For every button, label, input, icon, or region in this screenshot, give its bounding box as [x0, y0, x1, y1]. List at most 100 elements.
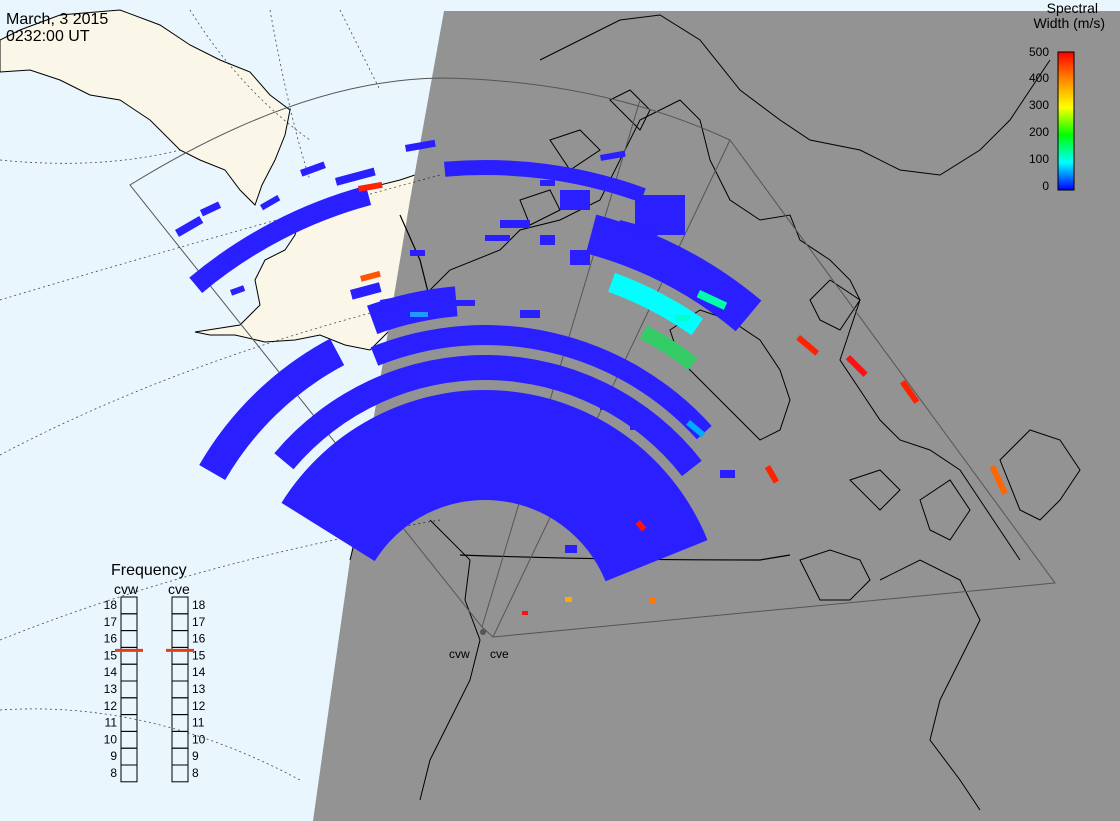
scatter-patch [405, 139, 436, 152]
scatter-patch-high [989, 465, 1008, 495]
frequency-radar-label-cvw: cvw [114, 581, 139, 597]
scatter-patch-high [650, 597, 656, 603]
scatter-patch [676, 409, 699, 427]
colorbar-tick: 200 [1029, 125, 1049, 139]
scatter-patch [540, 235, 555, 245]
scatter-patch [380, 430, 395, 440]
frequency-title: Frequency [111, 562, 187, 579]
radar-site-label-cvw: cvw [449, 647, 470, 661]
frequency-level-label: 9 [110, 749, 117, 763]
scatter-layer [175, 139, 1008, 615]
scatter-patch-high [358, 181, 383, 192]
scatter-patch [720, 470, 735, 478]
scatter-patch-high [522, 611, 528, 615]
scatter-patch [199, 201, 222, 217]
frequency-level-label: 9 [192, 749, 199, 763]
colorbar-tick: 0 [1042, 179, 1049, 193]
frequency-level-label: 11 [105, 716, 118, 730]
time-label: 0232:00 UT [6, 28, 90, 45]
scatter-band [189, 185, 372, 293]
scatter-patch [520, 310, 540, 318]
scatter-band [444, 160, 646, 203]
frequency-level-label: 15 [104, 648, 118, 662]
colorbar-tick: 400 [1029, 71, 1049, 85]
scatter-patch [350, 282, 382, 300]
scatter-patch [630, 420, 650, 430]
frequency-level-label: 8 [192, 766, 199, 780]
colorbar: Spectral Width (m/s) 500 400 300 200 100… [1029, 0, 1105, 193]
scatter-patch-high [764, 464, 779, 484]
scatter-band-high [639, 325, 698, 370]
scatter-patch [615, 480, 627, 492]
scatter-patch [300, 161, 326, 177]
colorbar-title-line2: Width (m/s) [1033, 15, 1105, 31]
scatter-patch [350, 395, 365, 403]
scatter-patch [590, 510, 615, 540]
frequency-cell [171, 764, 189, 783]
frequency-level-label: 11 [192, 716, 205, 730]
frequency-cell [120, 764, 138, 783]
scatter-patch-high [635, 520, 647, 532]
frequency-level-label: 17 [192, 615, 206, 629]
scatter-patch-high [845, 355, 868, 377]
frequency-level-label: 18 [104, 598, 118, 612]
colorbar-tick: 100 [1029, 152, 1049, 166]
scatter-band [274, 354, 702, 477]
scatter-patch [380, 296, 402, 308]
frequency-level-label: 13 [192, 682, 206, 696]
frequency-level-label: 16 [192, 632, 206, 646]
scatter-patch [175, 215, 204, 237]
frequency-level-label: 14 [192, 665, 206, 679]
scatter-patch-high [696, 290, 728, 310]
frequency-level-label: 10 [192, 732, 206, 746]
scatter-patch [500, 220, 530, 228]
colorbar-tick: 500 [1029, 45, 1049, 59]
night-region [313, 11, 1120, 821]
scatter-patch [560, 190, 590, 210]
frequency-level-label: 8 [110, 766, 117, 780]
date-label: March, 3 2015 [6, 11, 108, 28]
scatter-band [199, 338, 345, 480]
scatter-patch-high [796, 335, 820, 356]
frequency-level-label: 17 [104, 615, 118, 629]
scatter-patch [617, 220, 659, 239]
sunlit-land-siberia [0, 9, 291, 206]
scatter-patch [260, 195, 281, 211]
scatter-band [370, 325, 712, 440]
colorbar-tick: 300 [1029, 98, 1049, 112]
scatter-patch [570, 250, 590, 265]
scatter-patch [570, 380, 585, 388]
radar-site-marker [480, 629, 486, 635]
scatter-patch [335, 167, 376, 186]
frequency-level-label: 12 [192, 699, 206, 713]
radar-site-label-cve: cve [490, 647, 509, 661]
frequency-level-label: 16 [104, 632, 118, 646]
scatter-patch [600, 400, 620, 410]
frequency-panel: Frequency cvw cve 18 17 16 15 14 13 12 11 10 9 8 18… [104, 562, 206, 783]
scatter-patch-high [686, 419, 706, 438]
frequency-level-label: 18 [192, 598, 206, 612]
radar-sites: cvw cve [449, 629, 509, 661]
scatter-patch [230, 285, 246, 296]
scatter-patch [450, 300, 475, 306]
scatter-patch-high [565, 597, 572, 602]
scatter-patch [410, 250, 425, 256]
frequency-level-label: 10 [104, 732, 118, 746]
scatter-patch [220, 248, 237, 261]
scatter-patch [540, 180, 555, 186]
colorbar-gradient [1057, 51, 1075, 191]
frequency-level-label: 14 [104, 665, 118, 679]
frequency-level-label: 15 [192, 648, 206, 662]
scatter-patch [485, 235, 510, 241]
scatter-patch [600, 150, 626, 161]
colorbar-title-line1: Spectral [1047, 0, 1098, 16]
scatter-band [367, 286, 458, 334]
scatter-patch [440, 495, 450, 501]
scatter-patch-high [900, 380, 920, 404]
scatter-patch [565, 545, 577, 553]
frequency-level-label: 12 [104, 699, 118, 713]
scatter-patch-high [410, 312, 428, 317]
scatter-patch-high [360, 270, 381, 282]
frequency-level-label: 13 [104, 682, 118, 696]
